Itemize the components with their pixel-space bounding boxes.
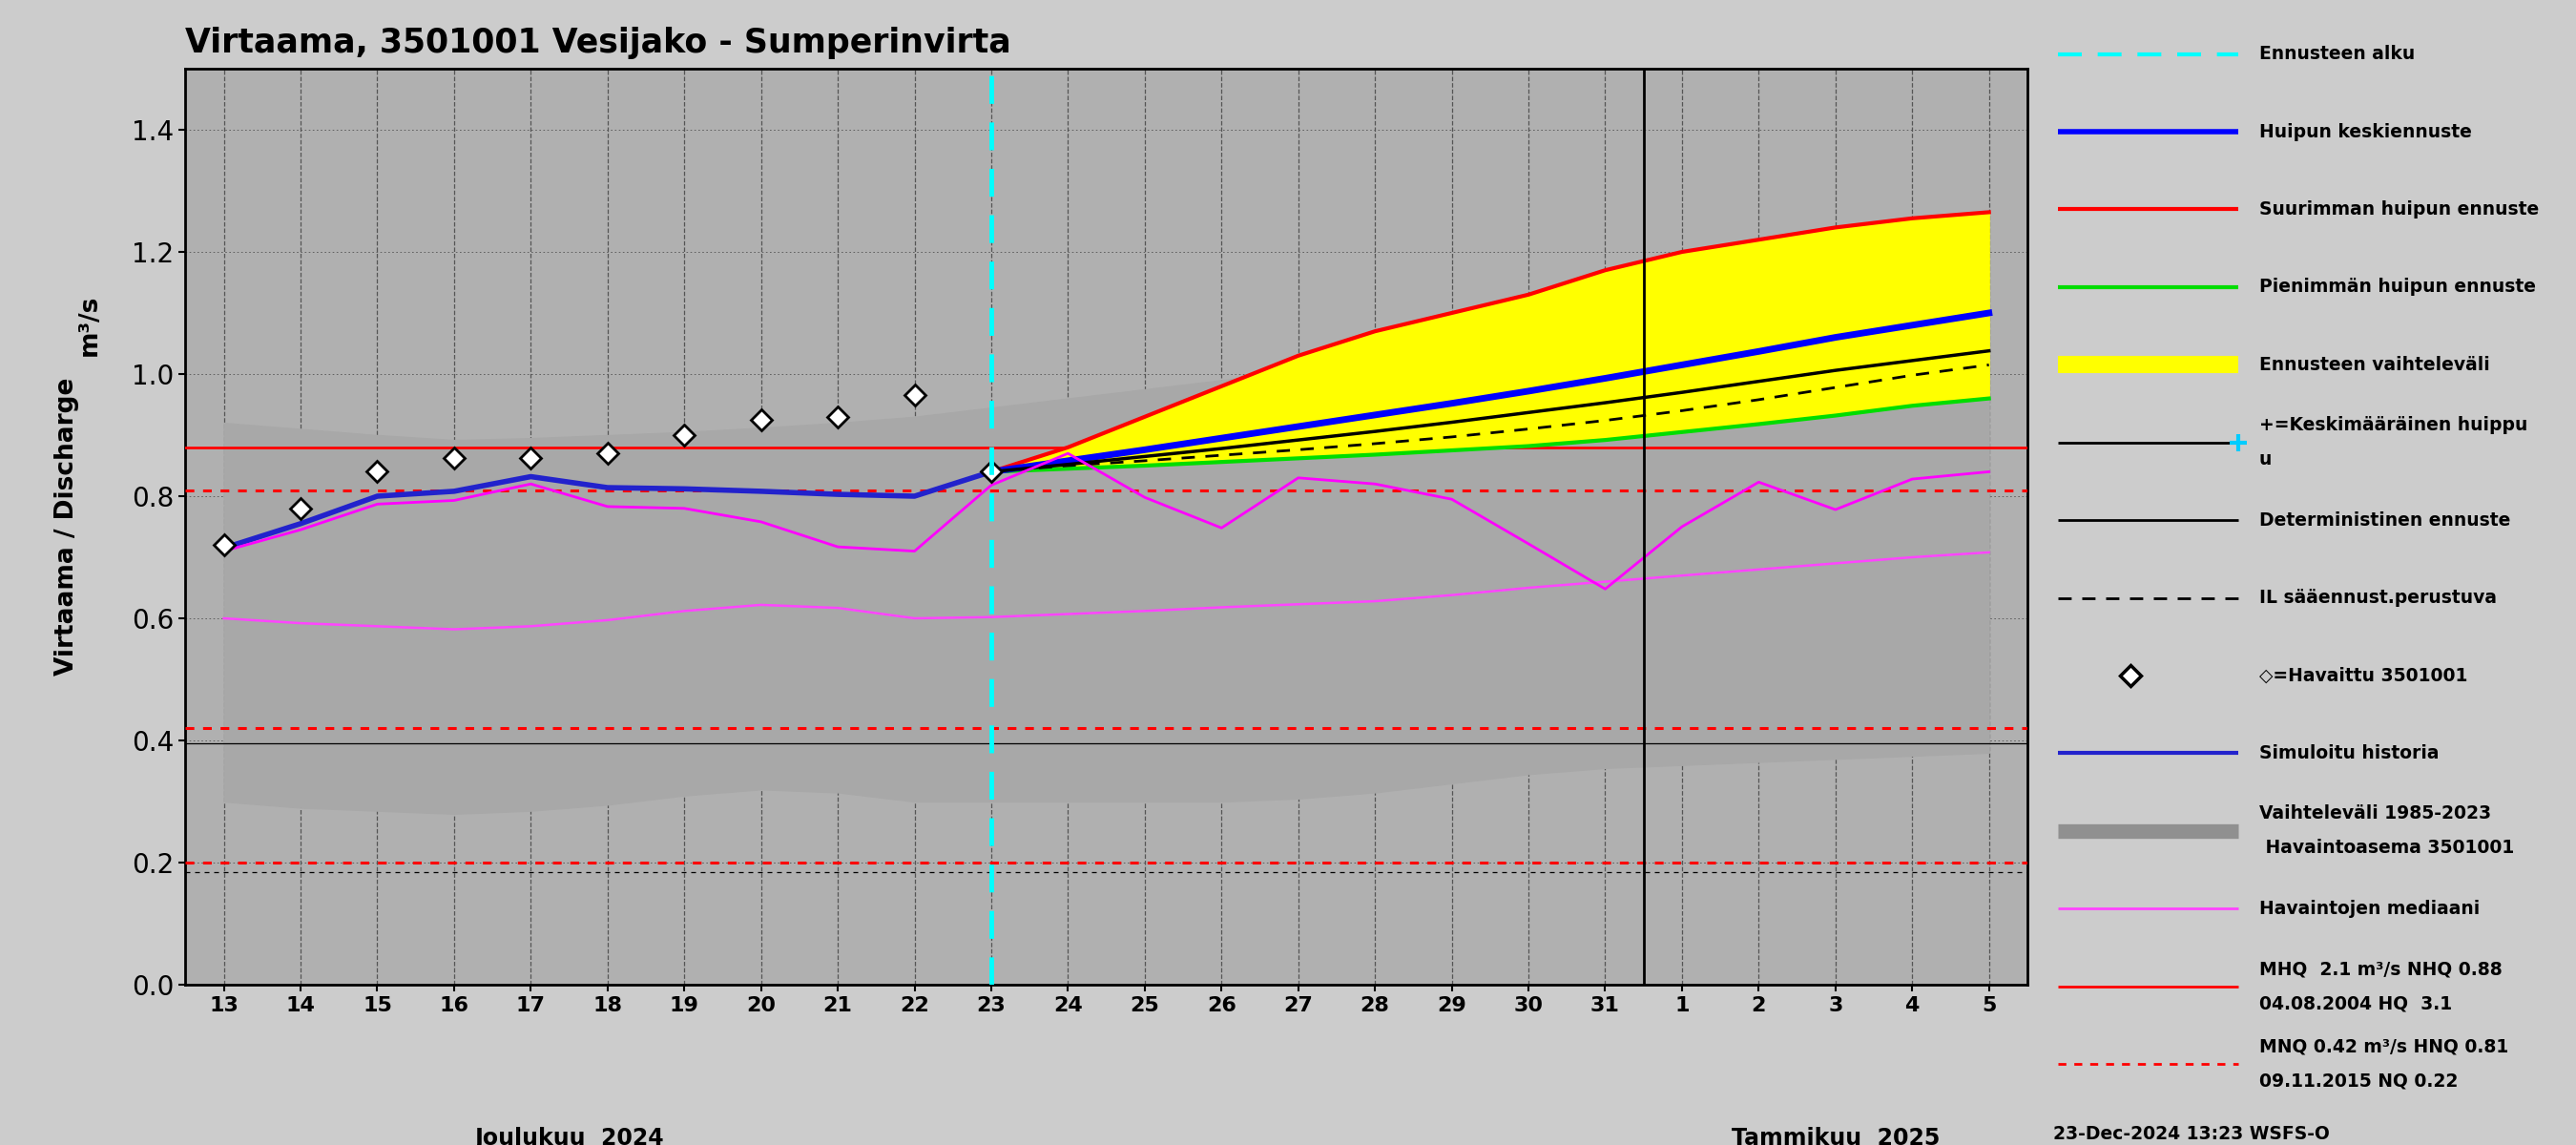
Text: Suurimman huipun ennuste: Suurimman huipun ennuste: [2259, 200, 2540, 219]
Text: Tammikuu  2025: Tammikuu 2025: [1731, 1127, 1940, 1145]
Text: ◇=Havaittu 3501001: ◇=Havaittu 3501001: [2259, 666, 2468, 685]
Text: Joulukuu  2024: Joulukuu 2024: [474, 1127, 665, 1145]
Text: 09.11.2015 NQ 0.22: 09.11.2015 NQ 0.22: [2259, 1072, 2458, 1090]
Text: Vaihteleväli 1985-2023: Vaihteleväli 1985-2023: [2259, 805, 2491, 823]
Text: Huipun keskiennuste: Huipun keskiennuste: [2259, 123, 2473, 141]
Text: Deterministinen ennuste: Deterministinen ennuste: [2259, 511, 2512, 529]
Text: MHQ  2.1 m³/s NHQ 0.88: MHQ 2.1 m³/s NHQ 0.88: [2259, 961, 2501, 978]
Text: Havaintojen mediaani: Havaintojen mediaani: [2259, 900, 2481, 917]
Y-axis label: Virtaama / Discharge: Virtaama / Discharge: [54, 378, 80, 676]
Text: Ennusteen alku: Ennusteen alku: [2259, 45, 2414, 63]
Text: Ennusteen vaihteleväli: Ennusteen vaihteleväli: [2259, 356, 2491, 373]
Text: u: u: [2259, 450, 2272, 468]
Text: m³/s: m³/s: [77, 294, 103, 356]
Text: Simuloitu historia: Simuloitu historia: [2259, 744, 2439, 763]
Text: IL sääennust.perustuva: IL sääennust.perustuva: [2259, 589, 2496, 607]
Text: 23-Dec-2024 13:23 WSFS-O: 23-Dec-2024 13:23 WSFS-O: [2053, 1124, 2329, 1143]
Text: +​=Keskimääräinen huippu: +​=Keskimääräinen huippu: [2259, 417, 2527, 434]
Text: 04.08.2004 HQ  3.1: 04.08.2004 HQ 3.1: [2259, 994, 2452, 1012]
Text: MNQ 0.42 m³/s HNQ 0.81: MNQ 0.42 m³/s HNQ 0.81: [2259, 1037, 2509, 1056]
Text: Pienimmän huipun ennuste: Pienimmän huipun ennuste: [2259, 278, 2535, 297]
Text: Havaintoasema 3501001: Havaintoasema 3501001: [2259, 839, 2514, 858]
Text: Virtaama, 3501001 Vesijako - Sumperinvirta: Virtaama, 3501001 Vesijako - Sumperinvir…: [185, 27, 1012, 60]
